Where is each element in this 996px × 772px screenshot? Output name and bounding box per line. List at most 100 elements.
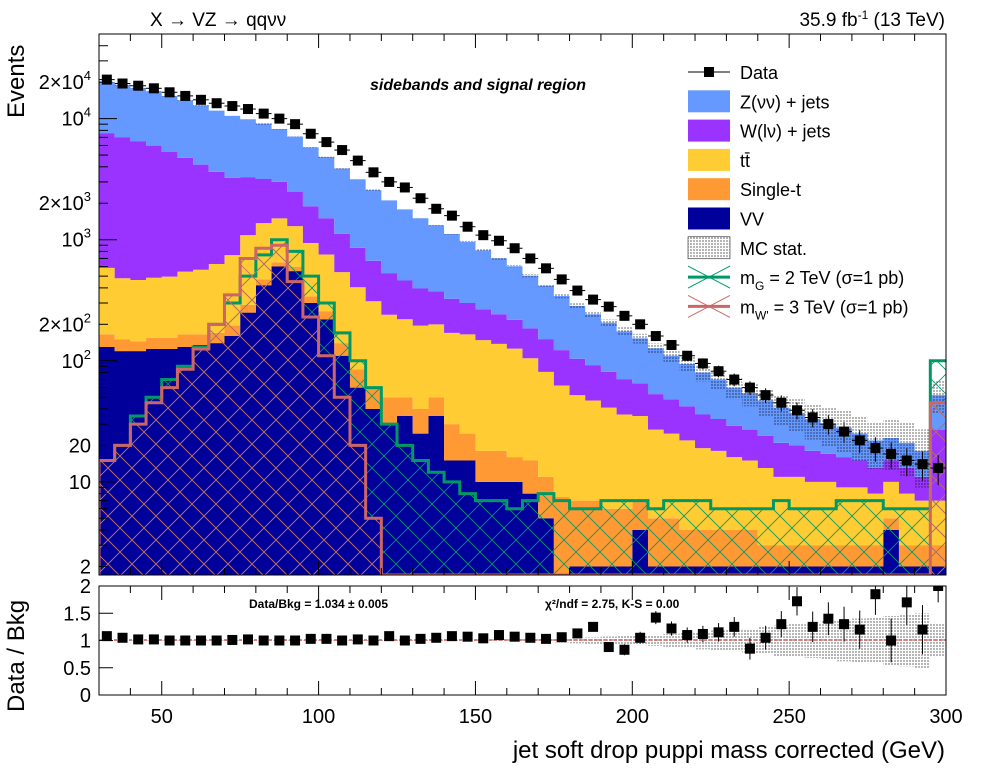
ratio-point	[776, 619, 787, 630]
data-point	[446, 210, 457, 221]
data-point	[635, 319, 646, 330]
legend-label: Z(νν) + jets	[740, 92, 830, 112]
data-point	[211, 98, 222, 109]
x-tick-label: 250	[772, 706, 805, 728]
ratio-point	[917, 624, 928, 635]
data-point	[697, 358, 708, 369]
ratio-point	[603, 642, 614, 653]
ratio-point	[729, 621, 740, 632]
y-tick-label: 104	[62, 105, 91, 131]
ratio-point	[556, 632, 567, 643]
data-point	[603, 301, 614, 312]
data-point	[713, 366, 724, 377]
legend-entry: VV	[688, 207, 764, 230]
mc-stat-bin	[224, 115, 241, 117]
mc-stat-bin	[585, 311, 601, 318]
ratio-y-tick-label: 0.5	[63, 658, 91, 680]
ratio-y-axis-title: Data / Bkg	[3, 600, 30, 712]
ratio-point	[148, 634, 159, 645]
mc-stat-bin	[302, 147, 319, 149]
ratio-point	[368, 635, 379, 646]
ratio-point	[493, 630, 504, 641]
data-point	[854, 435, 865, 446]
ratio-point	[572, 628, 583, 639]
y-tick-label: 2×102	[39, 310, 91, 336]
ratio-point	[713, 627, 724, 638]
y-tick-label: 2×103	[39, 189, 91, 215]
ratio-annotation-right: χ²/ndf = 2.75, K-S = 0.00	[545, 597, 680, 611]
mc-stat-bin	[287, 136, 303, 138]
mc-stat-bin	[616, 327, 633, 336]
mc-stat-bin	[647, 343, 664, 354]
mc-stat-bin	[569, 303, 586, 309]
ratio-point	[274, 635, 285, 646]
data-point	[164, 87, 175, 98]
data-point	[823, 419, 834, 430]
ratio-y-tick-label: 1	[80, 631, 91, 653]
mc-stat-bin	[679, 357, 696, 372]
mc-stat-bin	[632, 333, 648, 344]
region-label: sidebands and signal region	[370, 77, 586, 94]
x-tick-label: 300	[929, 706, 962, 728]
ratio-point	[525, 632, 536, 643]
ratio-point	[321, 633, 332, 644]
data-point	[290, 119, 301, 130]
data-point	[258, 108, 269, 119]
ratio-point	[744, 643, 755, 654]
data-point	[227, 101, 238, 112]
main-frame	[98, 33, 947, 576]
mc-stat-bin	[271, 128, 288, 130]
data-point	[321, 137, 332, 148]
ratio-point	[352, 634, 363, 645]
mc-stat-bin	[255, 123, 272, 125]
ratio-point	[823, 613, 834, 624]
ratio-band-bin	[585, 637, 601, 644]
ratio-annotation-left: Data/Bkg = 1.034 ± 0.005	[249, 597, 388, 611]
mc-stat-bin	[397, 208, 413, 210]
data-point	[305, 128, 316, 139]
ratio-point	[243, 634, 254, 645]
ratio-point	[635, 632, 646, 643]
ratio-point	[305, 633, 316, 644]
ratio-point	[854, 624, 865, 635]
ratio-y-tick-label: 1.5	[63, 603, 91, 625]
ratio-point	[258, 635, 269, 646]
data-point	[368, 167, 379, 178]
data-point	[243, 104, 254, 115]
ratio-point	[901, 597, 912, 608]
y-tick-label: 2×104	[39, 68, 91, 94]
data-point	[572, 285, 583, 296]
main-axes: 2 10 20 102 2×102 103 2×103 104 2×104	[39, 33, 947, 695]
ratio-point	[619, 644, 630, 655]
data-point	[744, 382, 755, 393]
data-point	[933, 463, 944, 474]
y-axis-title: Events	[3, 45, 30, 118]
mc-stat-bin	[349, 178, 366, 180]
data-point	[807, 412, 818, 423]
ratio-band-bin	[600, 636, 617, 645]
legend-label: mW' = 3 TeV (σ=1 pb)	[740, 297, 909, 322]
x-axis-title: jet soft drop puppi mass corrected (GeV)	[512, 737, 945, 764]
legend-entry: tt̄	[688, 148, 750, 171]
ratio-point	[117, 632, 128, 643]
mc-stat-bin	[600, 319, 617, 327]
data-point	[839, 426, 850, 437]
ratio-point	[541, 633, 552, 644]
ratio-point	[337, 635, 348, 646]
ratio-point	[807, 621, 818, 632]
ratio-point	[650, 612, 661, 623]
legend-label: mG = 2 TeV (σ=1 pb)	[740, 268, 904, 293]
data-point	[917, 459, 928, 470]
ratio-point	[839, 619, 850, 630]
y-tick-label: 20	[69, 435, 91, 457]
mc-stat-bin	[538, 284, 554, 288]
ratio-point	[886, 635, 897, 646]
data-point	[478, 230, 489, 241]
mc-stat-bin	[522, 274, 539, 278]
mc-stat-bin	[334, 168, 350, 170]
data-point	[148, 83, 159, 94]
mc-stat-bin	[365, 189, 382, 191]
x-tick-label: 50	[151, 706, 173, 728]
ratio-point	[211, 635, 222, 646]
